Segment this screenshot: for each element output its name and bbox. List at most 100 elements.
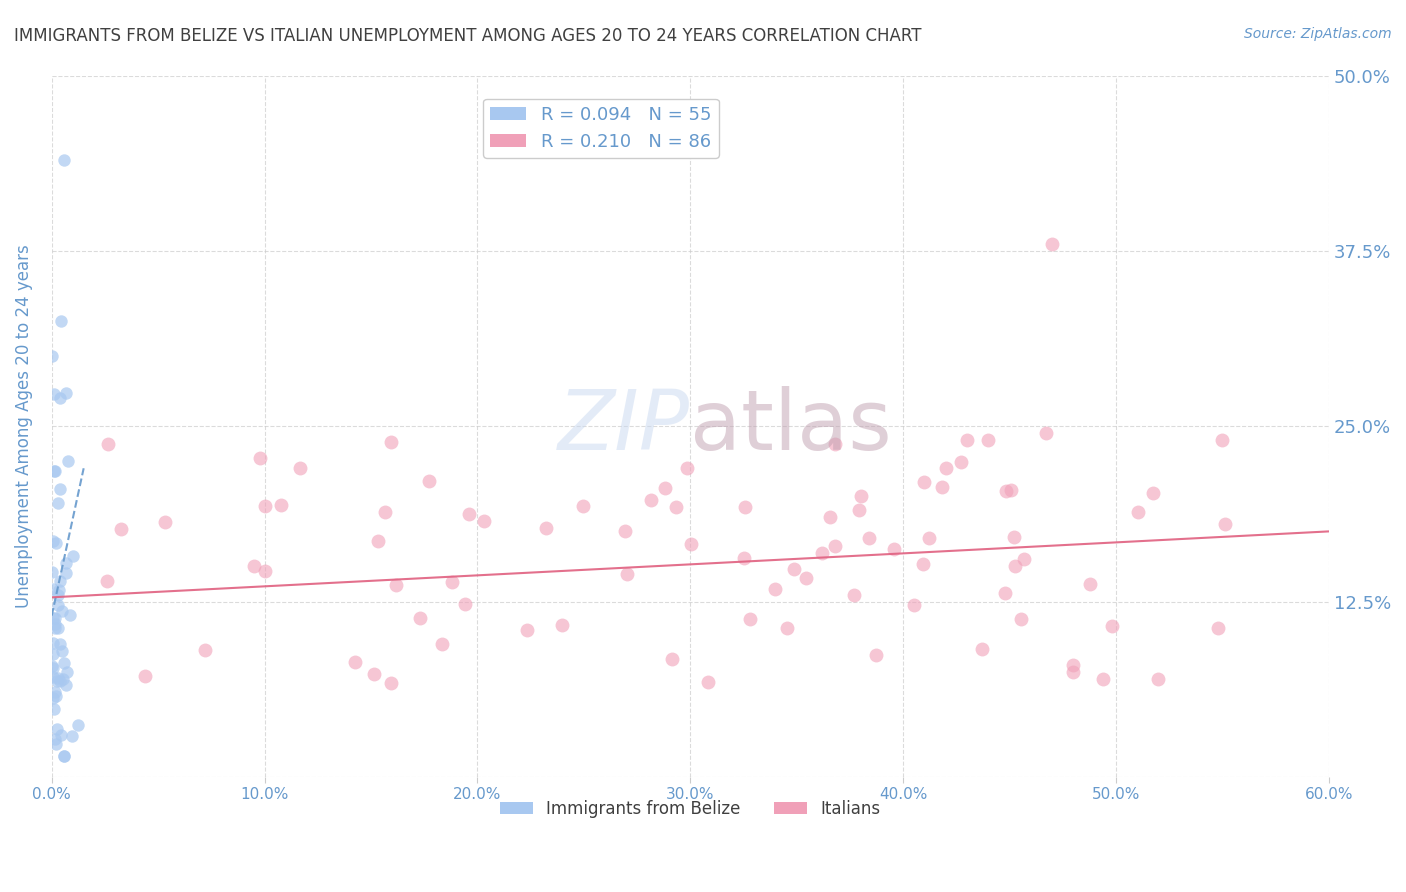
Italians	[472, 514, 495, 528]
Immigrants from Belize	[45, 723, 67, 737]
Italians	[911, 558, 934, 572]
Italians	[783, 562, 806, 576]
Immigrants from Belize	[49, 483, 72, 497]
Italians	[418, 475, 440, 489]
Italians	[1142, 485, 1164, 500]
Immigrants from Belize	[42, 464, 65, 478]
Y-axis label: Unemployment Among Ages 20 to 24 years: Unemployment Among Ages 20 to 24 years	[15, 244, 32, 608]
Italians	[849, 489, 872, 503]
Immigrants from Belize	[45, 690, 67, 704]
Italians	[243, 559, 266, 574]
Text: ZIP: ZIP	[558, 385, 690, 467]
Italians	[551, 617, 574, 632]
Immigrants from Belize	[42, 611, 65, 625]
Immigrants from Belize	[49, 637, 72, 651]
Immigrants from Belize	[42, 691, 65, 706]
Italians	[380, 676, 402, 690]
Immigrants from Belize	[41, 636, 63, 650]
Immigrants from Belize	[55, 678, 77, 692]
Italians	[374, 505, 396, 519]
Immigrants from Belize	[42, 387, 65, 401]
Immigrants from Belize	[55, 386, 77, 401]
Italians	[733, 551, 755, 566]
Italians	[134, 669, 156, 683]
Immigrants from Belize	[51, 603, 73, 617]
Immigrants from Belize	[60, 729, 83, 743]
Immigrants from Belize	[41, 533, 63, 548]
Italians	[995, 483, 1018, 498]
Italians	[1062, 665, 1084, 680]
Italians	[935, 461, 957, 475]
Italians	[1147, 672, 1170, 686]
Italians	[441, 575, 464, 590]
Immigrants from Belize	[42, 661, 65, 675]
Italians	[1000, 483, 1022, 498]
Italians	[408, 611, 430, 625]
Immigrants from Belize	[58, 454, 80, 468]
Immigrants from Belize	[46, 599, 69, 613]
Italians	[254, 500, 277, 514]
Italians	[1078, 577, 1101, 591]
Immigrants from Belize	[46, 496, 69, 510]
Italians	[918, 531, 941, 545]
Italians	[763, 582, 786, 596]
Italians	[1040, 236, 1063, 251]
Italians	[661, 652, 683, 666]
Immigrants from Belize	[49, 728, 72, 742]
Immigrants from Belize	[52, 748, 75, 763]
Italians	[676, 461, 699, 475]
Italians	[842, 588, 865, 602]
Italians	[665, 500, 688, 515]
Italians	[818, 509, 841, 524]
Immigrants from Belize	[52, 748, 75, 763]
Immigrants from Belize	[45, 737, 67, 751]
Italians	[432, 637, 454, 651]
Italians	[696, 675, 718, 690]
Immigrants from Belize	[44, 622, 66, 636]
Immigrants from Belize	[44, 611, 66, 625]
Immigrants from Belize	[51, 644, 73, 658]
Immigrants from Belize	[46, 671, 69, 685]
Italians	[288, 461, 311, 475]
Italians	[970, 641, 993, 656]
Italians	[824, 437, 846, 451]
Italians	[931, 480, 953, 494]
Italians	[654, 482, 676, 496]
Italians	[534, 521, 557, 535]
Immigrants from Belize	[44, 731, 66, 746]
Immigrants from Belize	[48, 574, 70, 588]
Italians	[810, 545, 832, 559]
Italians	[110, 522, 132, 536]
Italians	[367, 534, 389, 549]
Italians	[903, 598, 925, 612]
Immigrants from Belize	[49, 674, 72, 689]
Italians	[97, 437, 120, 451]
Italians	[865, 648, 887, 662]
Immigrants from Belize	[66, 717, 89, 731]
Immigrants from Belize	[55, 665, 77, 679]
Italians	[613, 524, 636, 538]
Immigrants from Belize	[41, 647, 63, 661]
Italians	[1002, 531, 1025, 545]
Immigrants from Belize	[53, 153, 76, 167]
Text: atlas: atlas	[690, 385, 891, 467]
Italians	[1213, 517, 1236, 532]
Italians	[1010, 612, 1032, 626]
Italians	[640, 493, 662, 508]
Italians	[776, 621, 799, 635]
Italians	[912, 475, 935, 490]
Immigrants from Belize	[51, 314, 73, 328]
Italians	[824, 539, 846, 553]
Immigrants from Belize	[42, 701, 65, 715]
Italians	[977, 434, 1000, 448]
Immigrants from Belize	[55, 566, 77, 580]
Italians	[253, 564, 276, 578]
Immigrants from Belize	[41, 565, 63, 579]
Text: Source: ZipAtlas.com: Source: ZipAtlas.com	[1244, 27, 1392, 41]
Italians	[344, 655, 367, 669]
Italians	[994, 586, 1017, 600]
Italians	[1035, 425, 1057, 440]
Italians	[616, 566, 638, 581]
Italians	[679, 536, 702, 550]
Italians	[1062, 657, 1084, 672]
